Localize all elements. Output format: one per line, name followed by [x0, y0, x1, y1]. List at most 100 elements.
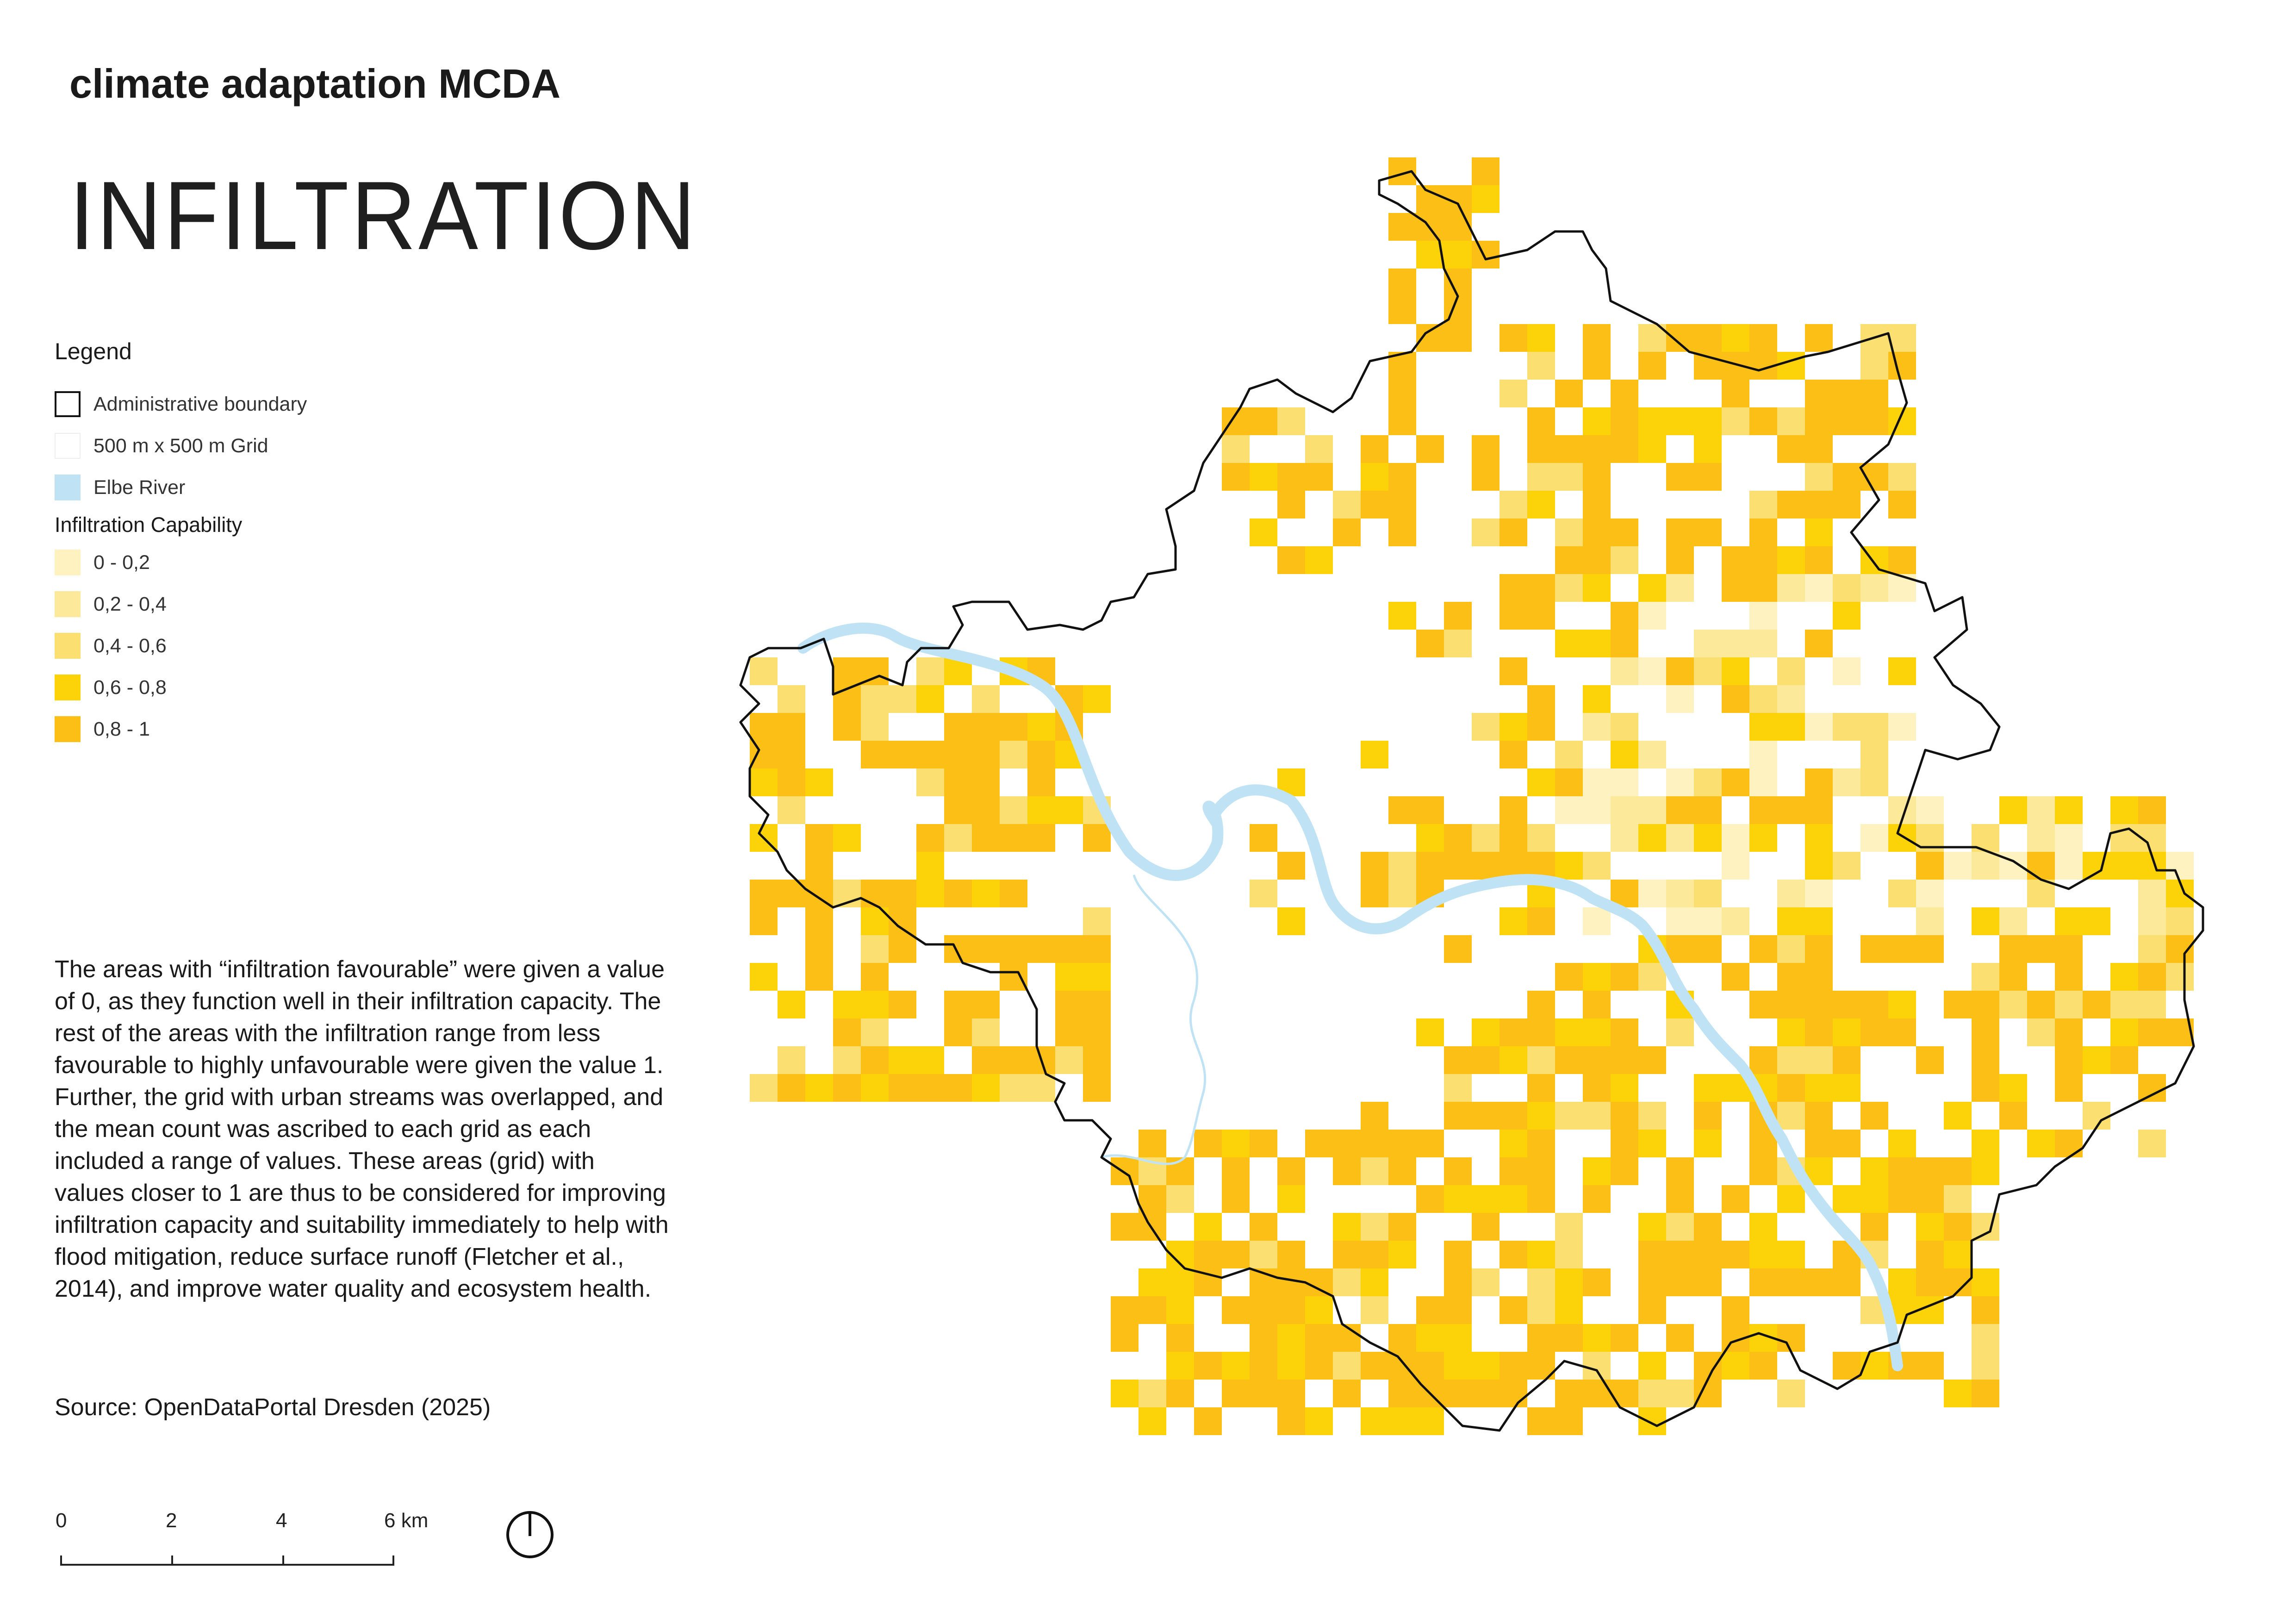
- grid-cell: [1083, 824, 1111, 852]
- grid-cell: [1694, 1102, 1722, 1130]
- grid-cell: [1500, 574, 1527, 602]
- grid-cell: [1833, 1268, 1860, 1296]
- administrative-boundary: [739, 170, 2204, 1432]
- grid-cell: [1333, 1241, 1361, 1268]
- legend-item-label: Elbe River: [93, 476, 186, 499]
- grid-cell: [1833, 1130, 1860, 1157]
- grid-cell: [1555, 463, 1583, 491]
- grid-cell: [1472, 1380, 1500, 1407]
- grid-cell: [750, 713, 778, 741]
- grid-cell: [2055, 796, 2083, 824]
- grid-cell: [1472, 435, 1500, 463]
- grid-cell: [1444, 241, 1472, 269]
- grid-cell: [1333, 491, 1361, 518]
- grid-cell: [1749, 546, 1777, 574]
- grid-cell: [1777, 546, 1805, 574]
- grid-cell: [1250, 1380, 1277, 1407]
- grid-cell: [1583, 1185, 1611, 1213]
- grid-cell: [1166, 1185, 1194, 1213]
- grid-cell: [1527, 685, 1555, 713]
- grid-cell: [972, 713, 1000, 741]
- grid-cell: [2083, 1102, 2110, 1130]
- grid-cell: [1444, 213, 1472, 241]
- grid-cell: [1833, 991, 1860, 1018]
- grid-cell: [1694, 435, 1722, 463]
- grid-cell: [1416, 185, 1444, 213]
- class-label: 0,4 - 0,6: [93, 634, 167, 657]
- grid-cell: [1527, 1018, 1555, 1046]
- grid-cell: [1111, 1296, 1139, 1324]
- grid-cell: [889, 685, 916, 713]
- grid-cell: [1277, 907, 1305, 935]
- grid-cell: [1139, 1407, 1166, 1435]
- class-label: 0 - 0,2: [93, 551, 150, 574]
- grid-cell: [1416, 435, 1444, 463]
- grid-cell: [1361, 463, 1388, 491]
- grid-cell: [861, 741, 889, 768]
- grid-cell: [1416, 1324, 1444, 1352]
- grid-cell: [1333, 1130, 1361, 1157]
- grid-cell: [1749, 713, 1777, 741]
- grid-cell: [1583, 1102, 1611, 1130]
- grid-cell: [1194, 1352, 1222, 1380]
- grid-cell: [1749, 796, 1777, 824]
- legend: Legend Administrative boundary 500 m x 5…: [55, 338, 471, 750]
- grid-cell: [1472, 1268, 1500, 1296]
- grid-cell: [1694, 463, 1722, 491]
- grid-cell: [1444, 1324, 1472, 1352]
- grid-cell: [1833, 380, 1860, 407]
- grid-cell: [1444, 1268, 1472, 1296]
- grid-cell: [1555, 546, 1583, 574]
- grid-cell: [1666, 407, 1694, 435]
- grid-cell: [1250, 1241, 1277, 1268]
- grid-cell: [1500, 491, 1527, 518]
- grid-cell: [1027, 796, 1055, 824]
- grid-cell: [1222, 1157, 1250, 1185]
- grid-cell: [972, 880, 1000, 907]
- grid-cell: [1694, 1074, 1722, 1102]
- grid-cell: [1777, 991, 1805, 1018]
- grid-cell: [1361, 1102, 1388, 1130]
- grid-cell: [2138, 796, 2166, 824]
- grid-cell: [1777, 685, 1805, 713]
- grid-cell: [1972, 1213, 1999, 1241]
- grid-cell: [1611, 602, 1638, 630]
- grid-cell: [1777, 657, 1805, 685]
- grid-cell: [1361, 1213, 1388, 1241]
- grid-cell: [1722, 1241, 1749, 1268]
- grid-cell: [1555, 1241, 1583, 1268]
- grid-cell: [2027, 991, 2055, 1018]
- grid-cell: [1416, 1185, 1444, 1213]
- grid-cell: [1860, 713, 1888, 741]
- grid-cell: [1527, 1157, 1555, 1185]
- grid-cell: [1000, 713, 1027, 741]
- grid-cell: [1555, 963, 1583, 991]
- grid-cell: [1416, 1296, 1444, 1324]
- boundary-swatch: [55, 391, 81, 417]
- grid-cell: [1972, 1157, 1999, 1185]
- grid-cell: [1999, 963, 2027, 991]
- grid-cell: [2138, 1074, 2166, 1102]
- grid-cell: [1500, 741, 1527, 768]
- grid-cell: [1055, 991, 1083, 1018]
- grid-cell: [1583, 1324, 1611, 1352]
- grid-cell: [1722, 546, 1749, 574]
- grid-cell: [944, 741, 972, 768]
- grid-cell: [1583, 1046, 1611, 1074]
- grid-cell: [1833, 713, 1860, 741]
- grid-cell: [1666, 657, 1694, 685]
- grid-cell: [1666, 1324, 1694, 1352]
- grid-cell: [750, 1074, 778, 1102]
- grid-cell: [1472, 463, 1500, 491]
- grid-cell: [1583, 1268, 1611, 1296]
- grid-cell: [1611, 963, 1638, 991]
- grid-cell: [1638, 1296, 1666, 1324]
- grid-cell: [1972, 1046, 1999, 1074]
- grid-cell: [1722, 1352, 1749, 1380]
- grid-cell: [1694, 796, 1722, 824]
- grid-cell: [1888, 713, 1916, 741]
- grid-cell: [1805, 435, 1833, 463]
- grid-cell: [1916, 1268, 1944, 1296]
- grid-cell: [1388, 1157, 1416, 1185]
- grid-cell: [1638, 1268, 1666, 1296]
